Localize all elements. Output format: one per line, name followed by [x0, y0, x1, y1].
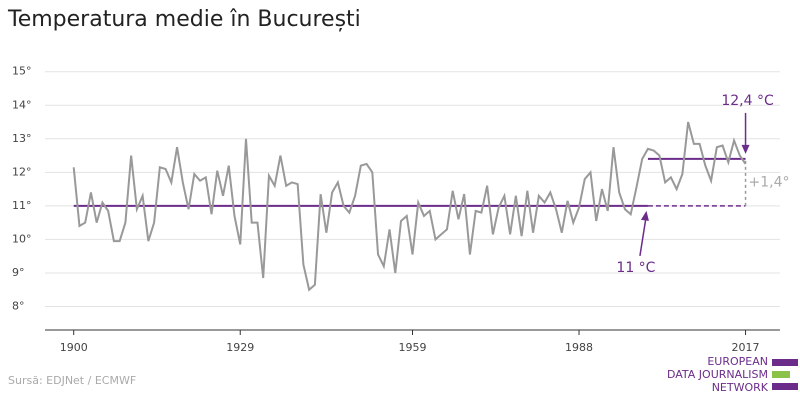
- difference-label: +1,4°: [749, 174, 790, 190]
- logo-text: NETWORK: [712, 381, 769, 394]
- reference-label: 11 °C: [616, 260, 655, 276]
- y-tick-label: 10°: [12, 232, 32, 245]
- x-tick-label: 1959: [399, 341, 427, 354]
- reference-label: 12,4 °C: [721, 93, 774, 109]
- logo-bar: [772, 359, 798, 366]
- y-tick-label: 8°: [12, 300, 25, 313]
- y-tick-label: 12°: [12, 165, 32, 178]
- logo-bar: [772, 371, 790, 378]
- y-tick-label: 11°: [12, 199, 32, 212]
- logo-text: DATA JOURNALISM: [667, 368, 768, 381]
- annotation-arrow: [639, 217, 647, 257]
- y-tick-label: 14°: [12, 98, 32, 111]
- x-tick-label: 1988: [565, 341, 593, 354]
- logo: EUROPEAN DATA JOURNALISM NETWORK: [667, 355, 798, 394]
- x-tick-label: 2017: [732, 341, 760, 354]
- y-tick-label: 15°: [12, 65, 32, 78]
- x-tick-label: 1900: [60, 341, 88, 354]
- source: Sursă: EDJNet / ECMWF: [8, 374, 136, 387]
- arrow-head: [741, 144, 750, 154]
- logo-bar: [772, 383, 798, 390]
- x-tick-label: 1929: [226, 341, 254, 354]
- logo-text: EUROPEAN: [707, 355, 768, 368]
- y-tick-label: 9°: [12, 266, 25, 279]
- arrow-head: [640, 210, 649, 221]
- chart-title: Temperatura medie în București: [7, 7, 361, 32]
- data-line: [72, 121, 747, 292]
- y-tick-label: 13°: [12, 132, 32, 145]
